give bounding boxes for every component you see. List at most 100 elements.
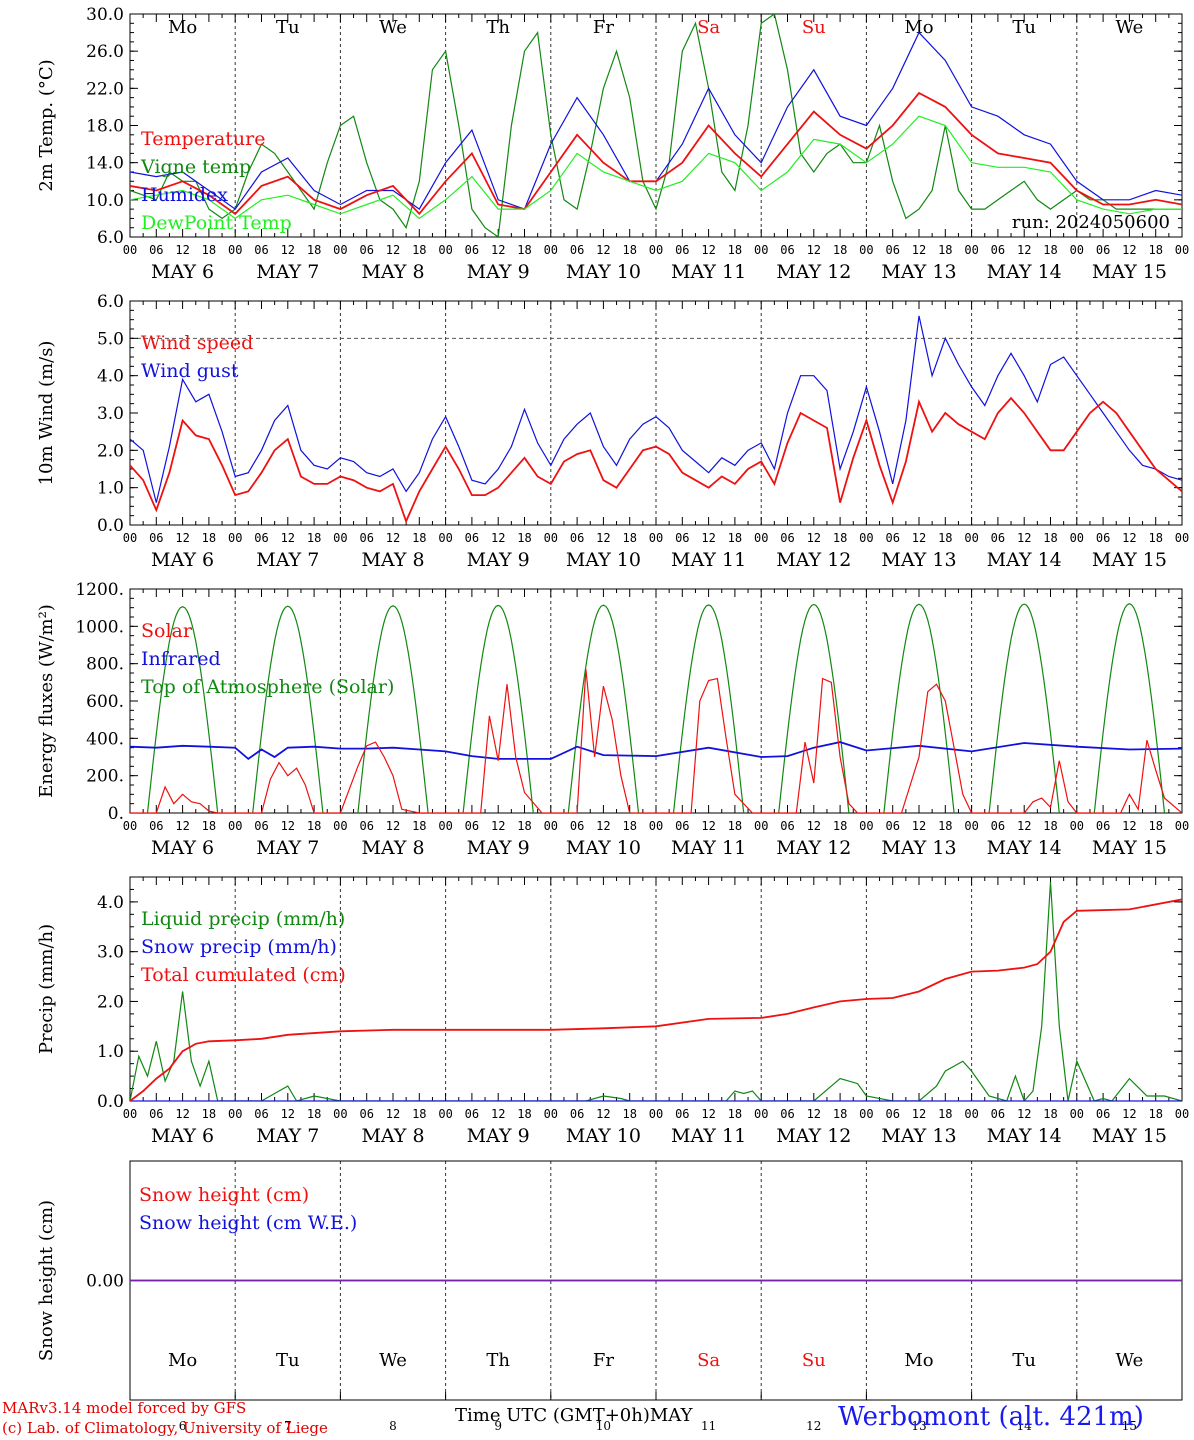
y-axis-label: Snow height (cm): [36, 1200, 57, 1361]
series-line-vigne-temp: [130, 14, 1182, 237]
hour-tick-label: 12: [386, 243, 400, 257]
date-label: MAY 7: [256, 837, 319, 859]
series-line-toa-solar: [883, 603, 955, 813]
legend-entry: Temperature: [141, 128, 265, 150]
hour-tick-label: 18: [412, 819, 426, 833]
day-number-label: 13: [911, 1419, 926, 1433]
hour-tick-label: 00: [649, 243, 663, 257]
weekday-label: Sa: [697, 1350, 720, 1371]
hour-tick-label: 18: [202, 819, 216, 833]
series-line-toa-solar: [1093, 603, 1166, 813]
hour-tick-label: 18: [938, 243, 952, 257]
hour-tick-label: 06: [780, 531, 794, 545]
panel-energy: 00 06 12 18 MAY 6 00 06 12 18 MAY 7 00 06 12 18 MAY 8 0…: [36, 580, 1189, 859]
hour-tick-label: 12: [491, 819, 505, 833]
hour-tick-label: 18: [728, 243, 742, 257]
series-line-total-cumulated-cm: [130, 898, 1182, 1101]
date-label: MAY 6: [151, 261, 214, 283]
hour-tick-label: 06: [254, 1107, 268, 1121]
hour-tick-label: 12: [386, 531, 400, 545]
date-label: MAY 6: [151, 837, 214, 859]
time-label: Time UTC (GMT+0h): [455, 1405, 650, 1426]
hour-tick-label: 00: [544, 531, 558, 545]
hour-tick-label: 18: [1043, 243, 1057, 257]
weekday-label: We: [1116, 17, 1144, 38]
hour-tick-label: 06: [885, 243, 899, 257]
y-tick-label: 0.0: [97, 516, 124, 536]
hour-tick-label: 00: [438, 531, 452, 545]
hour-tick-label: 06: [359, 531, 373, 545]
hour-tick-label: 00: [438, 819, 452, 833]
hour-tick-label: 06: [149, 531, 163, 545]
hour-tick-label: 18: [517, 243, 531, 257]
weekday-label: Th: [486, 1350, 510, 1371]
hour-tick-label: 06: [780, 819, 794, 833]
weekday-label: Mo: [168, 1350, 197, 1371]
hour-tick-label: 12: [386, 819, 400, 833]
hour-tick-label: 12: [1122, 819, 1136, 833]
hour-tick-label: 12: [1017, 531, 1031, 545]
date-label: MAY 15: [1092, 837, 1167, 859]
hour-tick-label: 18: [1043, 531, 1057, 545]
hour-tick-label: 00: [1175, 531, 1189, 545]
date-label: MAY 8: [361, 549, 424, 571]
date-label: MAY 13: [881, 1125, 956, 1147]
hour-tick-label: 06: [675, 819, 689, 833]
hour-tick-label: 00: [1070, 531, 1084, 545]
y-tick-label: 26.0: [86, 42, 124, 62]
plot-frame: [129, 13, 1183, 238]
hour-tick-label: 06: [254, 531, 268, 545]
hour-tick-label: 00: [1175, 243, 1189, 257]
hour-tick-label: 18: [938, 1107, 952, 1121]
weekday-label: Su: [802, 1350, 826, 1371]
legend-entry: Snow height (cm W.E.): [139, 1212, 357, 1234]
hour-tick-label: 18: [622, 1107, 636, 1121]
weekday-label: Su: [802, 17, 826, 38]
y-tick-label: 18.0: [86, 117, 124, 137]
hour-tick-label: 00: [438, 1107, 452, 1121]
legend-entry: Snow height (cm): [139, 1184, 309, 1206]
y-axis-label: 2m Temp. (°C): [36, 59, 57, 191]
hour-tick-label: 00: [964, 819, 978, 833]
hour-tick-label: 00: [333, 1107, 347, 1121]
hour-tick-label: 00: [333, 243, 347, 257]
weekday-label: Sa: [697, 17, 720, 38]
legend-entry: Top of Atmosphere (Solar): [141, 676, 394, 698]
date-label: MAY 13: [881, 837, 956, 859]
hour-tick-label: 12: [175, 1107, 189, 1121]
hour-tick-label: 12: [1017, 243, 1031, 257]
hour-tick-label: 12: [491, 243, 505, 257]
hour-tick-label: 00: [333, 819, 347, 833]
legend-entry: Snow precip (mm/h): [141, 936, 337, 958]
hour-tick-label: 18: [202, 531, 216, 545]
hour-tick-label: 18: [412, 243, 426, 257]
y-tick-label: 6.0: [97, 292, 124, 312]
hour-tick-label: 18: [1043, 819, 1057, 833]
hour-tick-label: 12: [1017, 1107, 1031, 1121]
y-tick-label: 14.0: [86, 154, 124, 174]
date-label: MAY 8: [361, 837, 424, 859]
hour-tick-label: 00: [859, 819, 873, 833]
hour-tick-label: 12: [701, 819, 715, 833]
series-line-infrared: [130, 741, 1182, 761]
date-label: MAY 14: [987, 837, 1062, 859]
hour-tick-label: 06: [780, 243, 794, 257]
date-label: MAY 9: [467, 549, 530, 571]
hour-tick-label: 06: [1096, 531, 1110, 545]
y-tick-label: 22.0: [86, 79, 124, 99]
hour-tick-label: 00: [123, 243, 137, 257]
hour-tick-label: 12: [386, 1107, 400, 1121]
day-number-label: 15: [1122, 1419, 1137, 1433]
hour-tick-label: 12: [912, 1107, 926, 1121]
hour-tick-label: 00: [544, 819, 558, 833]
series-line-toa-solar: [357, 605, 429, 813]
hour-tick-label: 06: [885, 531, 899, 545]
hour-tick-label: 12: [701, 243, 715, 257]
y-axis-label: Precip (mm/h): [36, 924, 57, 1054]
hour-tick-label: 00: [123, 819, 137, 833]
hour-tick-label: 00: [964, 531, 978, 545]
hour-tick-label: 00: [859, 531, 873, 545]
weekday-label: Mo: [168, 17, 197, 38]
station-label: Werbomont (alt. 421m): [838, 1402, 1144, 1432]
y-tick-label: 5.0: [97, 329, 124, 349]
